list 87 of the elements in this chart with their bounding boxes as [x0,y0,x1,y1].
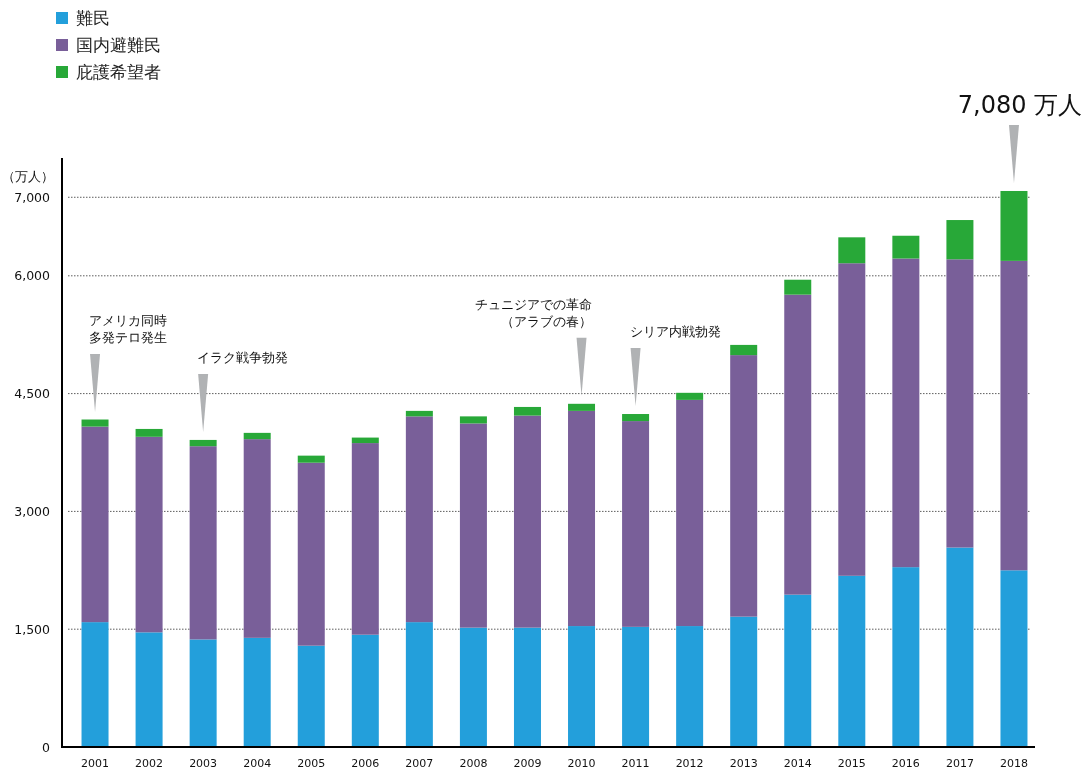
bar [189,446,217,640]
bar [676,392,704,400]
bar [513,406,541,416]
bar [730,344,758,356]
bar [243,432,271,440]
bar [946,220,974,260]
bar [784,279,812,295]
x-tick-label: 2007 [405,757,434,769]
x-tick-label: 2009 [513,757,542,769]
y-axis-title: （万人） [2,169,54,184]
bar [459,423,487,628]
bar [568,403,596,411]
bar [297,455,325,463]
x-tick-label: 2013 [729,757,758,769]
bar [946,547,974,747]
bar [459,416,487,424]
annotation: アメリカ同時多発テロ発生 [89,313,168,345]
y-tick-label: 3,000 [14,503,51,519]
x-tick-label: 2005 [297,757,326,769]
x-tick-label: 2006 [351,757,380,769]
legend-label: 国内避難民 [76,36,161,55]
bar [838,575,866,747]
x-tick-label: 2014 [783,757,812,769]
y-tick-label: 0 [42,739,51,755]
bar [513,415,541,628]
legend-label: 庇護希望者 [76,63,161,82]
y-tick-label: 1,500 [14,621,51,637]
bar [784,594,812,747]
bar [81,622,109,747]
x-tick-label: 2004 [243,757,272,769]
bar [676,399,704,627]
bar [730,355,758,617]
bar [243,637,271,747]
annotation: シリア内戦勃発 [629,324,721,340]
bar [622,414,650,422]
bar [946,259,974,548]
bar [1000,570,1028,747]
bar [405,416,433,623]
bar [892,258,920,568]
y-tick-label: 6,000 [14,268,51,284]
x-tick-label: 2003 [189,757,218,769]
bar [135,632,163,747]
x-tick-label: 2002 [135,757,164,769]
x-tick-label: 2015 [837,757,866,769]
x-tick-label: 2016 [891,757,920,769]
bar [459,627,487,747]
bar [243,439,271,638]
bar [405,622,433,747]
bar [135,436,163,633]
bar [568,626,596,747]
bar [297,645,325,747]
bar [568,410,596,627]
bar [297,462,325,646]
legend-label: 難民 [76,9,110,28]
y-tick-label: 4,500 [14,386,51,402]
x-tick-label: 2008 [459,757,488,769]
bar [81,419,109,427]
bar [892,567,920,747]
y-tick-label: 7,000 [14,189,51,205]
bar [838,263,866,576]
bar [1000,190,1028,261]
bar [1000,260,1028,571]
bar [892,235,920,259]
bar [838,237,866,264]
annotation: イラク戦争勃発 [197,349,289,365]
x-tick-label: 2001 [81,757,110,769]
bar [784,294,812,595]
bar [676,626,704,747]
annotation: 7,080 万人 [957,90,1083,119]
bar [189,639,217,747]
annotation: チュニジアでの革命（アラブの春） [474,296,592,329]
x-tick-label: 2011 [621,757,650,769]
bar [622,421,650,627]
x-tick-label: 2012 [675,757,704,769]
bar [135,428,163,437]
bar [730,616,758,747]
bar [189,439,217,447]
x-tick-label: 2017 [945,757,974,769]
bar [81,426,109,623]
bar [622,626,650,747]
bar [513,627,541,747]
bar [351,437,379,444]
bar [351,634,379,747]
x-tick-label: 2018 [999,757,1028,769]
bar [351,443,379,635]
bar [405,410,433,417]
x-tick-label: 2010 [567,757,596,769]
